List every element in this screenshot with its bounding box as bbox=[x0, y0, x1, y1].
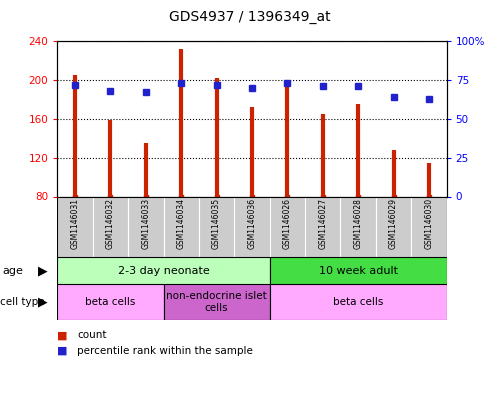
Text: 10 week adult: 10 week adult bbox=[319, 266, 398, 276]
Text: GSM1146032: GSM1146032 bbox=[106, 198, 115, 249]
Bar bbox=[411, 196, 447, 257]
Bar bbox=[57, 196, 93, 257]
Bar bbox=[93, 196, 128, 257]
Text: GSM1146030: GSM1146030 bbox=[425, 198, 434, 250]
Text: count: count bbox=[77, 330, 107, 340]
Text: cell type: cell type bbox=[0, 297, 45, 307]
Text: GDS4937 / 1396349_at: GDS4937 / 1396349_at bbox=[169, 10, 330, 24]
Bar bbox=[164, 284, 269, 320]
Text: ■: ■ bbox=[57, 330, 68, 340]
Text: GSM1146033: GSM1146033 bbox=[141, 198, 150, 250]
Text: GSM1146027: GSM1146027 bbox=[318, 198, 327, 249]
Text: beta cells: beta cells bbox=[333, 297, 383, 307]
Text: GSM1146035: GSM1146035 bbox=[212, 198, 221, 250]
Text: non-endocrine islet
cells: non-endocrine islet cells bbox=[166, 291, 267, 312]
Bar bbox=[305, 196, 340, 257]
Text: GSM1146029: GSM1146029 bbox=[389, 198, 398, 249]
Text: 2-3 day neonate: 2-3 day neonate bbox=[118, 266, 210, 276]
Text: GSM1146034: GSM1146034 bbox=[177, 198, 186, 250]
Bar bbox=[57, 284, 164, 320]
Bar bbox=[57, 257, 269, 284]
Text: GSM1146031: GSM1146031 bbox=[70, 198, 79, 249]
Text: percentile rank within the sample: percentile rank within the sample bbox=[77, 346, 253, 356]
Text: beta cells: beta cells bbox=[85, 297, 136, 307]
Text: ▶: ▶ bbox=[37, 295, 47, 309]
Bar bbox=[376, 196, 411, 257]
Bar bbox=[269, 196, 305, 257]
Text: ▶: ▶ bbox=[37, 264, 47, 277]
Bar bbox=[128, 196, 164, 257]
Text: GSM1146026: GSM1146026 bbox=[283, 198, 292, 249]
Bar bbox=[269, 284, 447, 320]
Bar bbox=[340, 196, 376, 257]
Bar bbox=[199, 196, 235, 257]
Text: age: age bbox=[2, 266, 23, 276]
Text: GSM1146036: GSM1146036 bbox=[248, 198, 256, 250]
Text: GSM1146028: GSM1146028 bbox=[354, 198, 363, 249]
Text: ■: ■ bbox=[57, 346, 68, 356]
Bar bbox=[235, 196, 269, 257]
Bar bbox=[269, 257, 447, 284]
Bar bbox=[164, 196, 199, 257]
